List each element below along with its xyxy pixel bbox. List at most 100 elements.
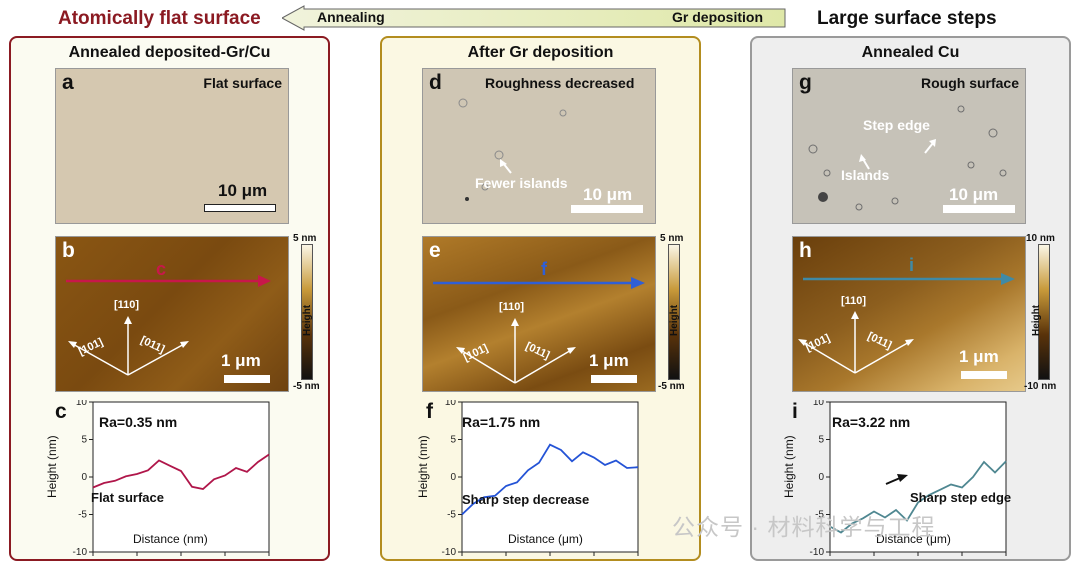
afm-image-h: h i [110] [101] [011] 1 μm [792,236,1026,392]
afm-image-e: e f [110] [101] [011] 1 μm [422,236,656,392]
colorbar-max: 5 nm [293,233,317,244]
scale-bar [591,375,637,383]
annealing-label: Annealing [317,9,385,25]
scale-label: 10 μm [583,185,633,204]
scale-label: 1 μm [959,347,999,366]
x-axis-label: Distance (μm) [508,532,583,546]
profile-chart-c: -10-5051001234 Ra=0.35 nm Flat surface D… [11,397,330,568]
scale-bar [571,205,643,213]
y-tick-label: -5 [815,510,824,521]
panel-letter: g [799,71,812,94]
afm-line-label: i [909,255,915,275]
panel-letter: i [792,400,798,423]
scale-bar [943,205,1015,213]
colorbar-title: Height [1031,304,1042,336]
afm-overlay [798,273,1015,374]
optical-image-d: d Roughness decreased Fewer islands 10 μ… [422,68,656,224]
y-tick-label: 5 [818,435,824,446]
scale-label: 1 μm [221,351,261,370]
colorbar-min: -10 nm [1024,381,1057,392]
callout-fewer-islands: Fewer islands [475,175,568,191]
step-edge-arrow [885,474,908,485]
panel-annealed-deposited-gr-cu: Annealed deposited-Gr/Cu a Flat surface … [9,36,330,568]
height-colorbar [1038,244,1050,380]
panel-letter: b [62,239,75,262]
panel-after-gr-deposition: After Gr deposition d Roughness decrease… [380,36,701,568]
scale-label: 10 μm [949,185,999,204]
y-tick-label: -5 [78,510,87,521]
scale-bar [224,375,270,383]
callout-islands: Islands [841,167,890,183]
y-tick-label: -10 [442,547,457,558]
optical-features [458,98,567,201]
y-tick-label: 10 [76,400,88,408]
profile-note: Sharp step edge [910,490,1012,505]
y-tick-label: -5 [447,510,456,521]
y-tick-label: 0 [450,472,456,483]
profile-series-line [461,443,639,516]
profile-series-line [92,453,270,490]
profile-chart-f: -10-5051001234 Ra=1.75 nm Sharp step dec… [382,397,701,568]
colorbar-max: 10 nm [1026,233,1055,244]
panel-annealed-cu: Annealed Cu g Rough surface Step edge Is… [750,36,1071,568]
scale-bar [204,204,276,212]
x-axis-label: Distance (μm) [876,532,951,546]
plot-frame [461,401,639,553]
afm-line-label: f [541,259,547,279]
dir-110-label: [110] [499,301,525,313]
afm-line-label: c [156,259,167,279]
panel-title: After Gr deposition [467,44,614,61]
image-note: Rough surface [920,75,1019,91]
y-axis-label: Height (nm) [416,435,430,498]
ra-label: Ra=0.35 nm [99,414,178,430]
ra-label: Ra=3.22 nm [832,414,911,430]
profile-chart-svg: -10-5051001234 [810,397,1010,568]
process-arrow: Annealing Gr deposition [280,5,787,31]
panel-title: Annealed deposited-Gr/Cu [68,44,271,61]
scale-label: 10 μm [218,181,268,200]
y-tick-label: 0 [818,472,824,483]
optical-image-g: g Rough surface Step edge Islands 10 μm [792,68,1026,224]
y-tick-label: -10 [73,547,88,558]
dir-110-label: [110] [114,299,140,311]
profile-chart-i: -10-5051001234 Ra=3.22 nm Sharp step edg… [752,397,1071,568]
plot-frame [829,401,1007,553]
y-tick-label: 5 [450,435,456,446]
panel-letter: f [426,400,433,423]
profile-chart-svg: -10-5051001234 [73,397,273,568]
y-tick-label: 5 [81,435,87,446]
process-arrow-shape [280,5,786,31]
image-note: Roughness decreased [485,75,635,91]
x-axis-label: Distance (nm) [133,532,208,546]
colorbar-min: -5 nm [658,381,685,392]
profile-note: Sharp step decrease [462,492,590,507]
scale-bar [961,371,1007,379]
profile-note: Flat surface [91,490,164,505]
colorbar-title: Height [669,304,680,336]
y-tick-label: -10 [810,547,825,558]
callout-step-edge: Step edge [863,117,930,133]
y-tick-label: 0 [81,472,87,483]
panel-letter: d [429,71,442,94]
colorbar-min: -5 nm [293,381,320,392]
y-tick-label: 10 [813,400,825,408]
colorbar-max: 5 nm [660,233,684,244]
afm-image-b: b c [110] [101] [011] 1 μm [55,236,289,392]
y-axis-label: Height (nm) [782,435,796,498]
panel-title: Annealed Cu [861,44,960,61]
watermark: 公众号 · 材料科学与工程 [672,514,936,540]
profile-series-line [829,460,1007,534]
colorbar-title: Height [302,304,313,336]
dir-110-label: [110] [841,295,867,307]
height-colorbar [301,244,313,380]
panel-letter: c [55,400,67,423]
y-axis-label: Height (nm) [45,435,59,498]
panel-letter: a [62,71,74,94]
panel-letter: e [429,239,441,262]
optical-image-a: a Flat surface 10 μm [55,68,289,224]
y-tick-label: 10 [445,400,457,408]
panel-letter: h [799,239,812,262]
scale-label: 1 μm [589,351,629,370]
ra-label: Ra=1.75 nm [462,414,541,430]
optical-features [808,105,1007,211]
